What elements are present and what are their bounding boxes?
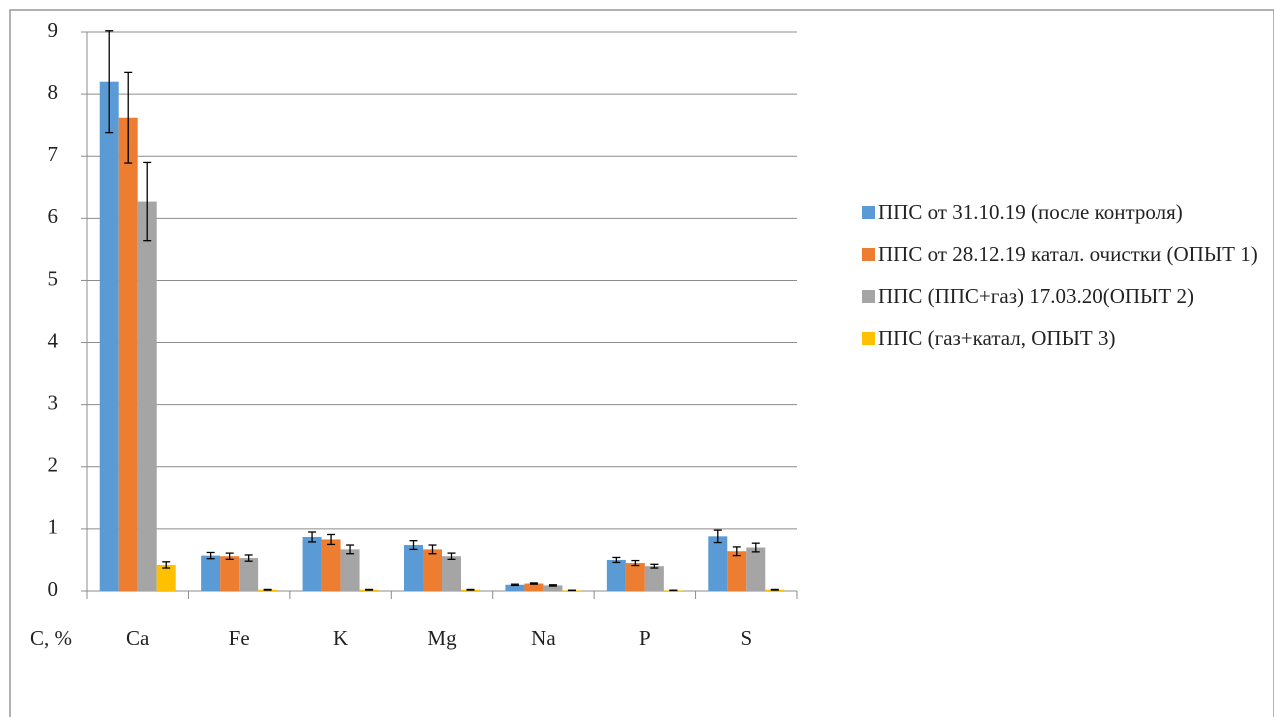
- error-bar: [713, 529, 722, 544]
- error-bar: [225, 552, 234, 560]
- bar: [746, 547, 766, 591]
- error-bar: [428, 544, 437, 555]
- bar: [644, 566, 664, 591]
- y-tick-label: 6: [48, 204, 59, 228]
- y-tick-label: 3: [48, 390, 59, 414]
- x-tick-label: Mg: [427, 626, 457, 650]
- error-bar: [548, 584, 557, 587]
- legend-label: ППС от 31.10.19 (после контроля): [878, 200, 1183, 224]
- y-tick-label: 4: [48, 328, 59, 352]
- bar: [423, 549, 442, 591]
- legend-swatch: [862, 206, 875, 219]
- legend-item: ППС (ППС+газ) 17.03.20(ОПЫТ 2): [862, 280, 1262, 312]
- y-tick-label: 0: [48, 577, 59, 601]
- bar: [543, 585, 563, 591]
- error-bar: [143, 161, 152, 242]
- bar: [524, 583, 544, 591]
- error-bar: [365, 588, 374, 591]
- bar: [118, 117, 138, 592]
- y-tick-label: 9: [48, 18, 59, 42]
- error-bar: [124, 71, 133, 164]
- x-tick-label: Ca: [126, 626, 150, 650]
- error-bar: [346, 544, 355, 555]
- legend-label: ППС от 28.12.19 катал. очистки (ОПЫТ 1): [878, 242, 1258, 266]
- frame: [9, 9, 1274, 717]
- legend-item: ППС от 28.12.19 катал. очистки (ОПЫТ 1): [862, 238, 1262, 270]
- legend-swatch: [862, 290, 875, 303]
- x-tick-label: S: [740, 626, 752, 650]
- y-tick-label: 2: [48, 453, 59, 477]
- bar: [505, 584, 525, 591]
- error-bar: [105, 30, 114, 134]
- error-bar: [308, 531, 317, 543]
- bar: [404, 545, 423, 591]
- bar: [625, 563, 645, 591]
- error-bar: [732, 546, 741, 557]
- error-bar: [409, 540, 418, 551]
- legend-item: ППС (газ+катал, ОПЫТ 3): [862, 322, 1262, 354]
- legend-item: ППС от 31.10.19 (после контроля): [862, 196, 1262, 228]
- bar: [606, 559, 626, 591]
- bar: [137, 201, 157, 591]
- bar: [727, 551, 747, 591]
- bar: [156, 564, 176, 591]
- error-bar: [751, 542, 760, 553]
- y-tick-label: 7: [48, 142, 59, 166]
- error-bar: [244, 554, 253, 562]
- y-tick-label: 5: [48, 266, 59, 290]
- legend-label: ППС (ППС+газ) 17.03.20(ОПЫТ 2): [878, 284, 1194, 308]
- bar: [442, 556, 461, 591]
- x-tick-label: P: [639, 626, 651, 650]
- bar: [708, 536, 728, 591]
- error-bar: [447, 552, 456, 560]
- error-bar: [529, 582, 538, 585]
- error-bar: [466, 588, 475, 591]
- x-tick-label: K: [333, 626, 348, 650]
- bar: [220, 556, 240, 591]
- error-bar: [650, 563, 659, 569]
- bar: [99, 81, 119, 591]
- error-bar: [612, 556, 621, 564]
- legend-swatch: [862, 332, 875, 345]
- error-bar: [206, 551, 215, 560]
- error-bar: [770, 588, 779, 591]
- bar: [302, 536, 322, 591]
- x-tick-label: Fe: [229, 626, 250, 650]
- bar: [321, 539, 341, 591]
- bar: [239, 558, 259, 591]
- y-axis-label: C, %: [30, 626, 72, 650]
- bar: [340, 549, 360, 591]
- error-bar: [263, 588, 272, 591]
- error-bar: [162, 561, 171, 569]
- y-tick-label: 1: [48, 515, 59, 539]
- legend: ППС от 31.10.19 (после контроля) ППС от 2…: [862, 196, 1262, 364]
- error-bar: [327, 533, 336, 546]
- error-bar: [631, 559, 640, 567]
- x-tick-label: Na: [531, 626, 556, 650]
- y-tick-label: 8: [48, 80, 59, 104]
- bar: [201, 555, 221, 591]
- legend-swatch: [862, 248, 875, 261]
- legend-label: ППС (газ+катал, ОПЫТ 3): [878, 326, 1116, 350]
- error-bar: [510, 583, 519, 587]
